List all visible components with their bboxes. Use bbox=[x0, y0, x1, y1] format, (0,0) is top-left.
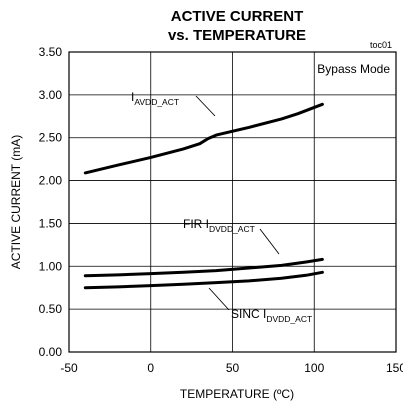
series-label-1: FIR IDVDD_ACT bbox=[183, 217, 255, 234]
series-label-leader bbox=[195, 95, 216, 117]
y-axis-label: ACTIVE CURRENT (mA) bbox=[9, 135, 23, 269]
chart-title: ACTIVE CURRENT bbox=[171, 8, 304, 25]
y-tick-label: 2.00 bbox=[39, 174, 63, 188]
series-line-0 bbox=[83, 102, 324, 175]
series-label-leader bbox=[259, 228, 280, 255]
x-tick-label: 0 bbox=[147, 361, 154, 375]
plot-frame bbox=[68, 51, 397, 353]
y-tick-label: 2.50 bbox=[39, 131, 63, 145]
series-label-0: IAVDD_ACT bbox=[131, 90, 179, 107]
y-tick-label: 0.00 bbox=[39, 345, 63, 359]
figure-code: toc01 bbox=[370, 40, 392, 50]
y-tick-label: 0.50 bbox=[39, 302, 63, 316]
tick-labels: -50 0 50 100 150 0.00 0.50 1.00 1.50 2.00 2.50 3.00… bbox=[39, 45, 403, 375]
y-tick-label: 1.00 bbox=[39, 259, 63, 273]
annotations: IAVDD_ACT FIR IDVDD_ACT SINC IDVDD_ACT bbox=[131, 90, 312, 324]
x-tick-label: 50 bbox=[226, 361, 240, 375]
y-tick-label: 3.00 bbox=[39, 88, 63, 102]
series-label-leader bbox=[208, 287, 230, 311]
series-line-1 bbox=[83, 257, 324, 278]
mode-note: Bypass Mode bbox=[317, 62, 390, 76]
y-tick-label: 3.50 bbox=[39, 45, 63, 59]
x-tick-label: -50 bbox=[60, 361, 78, 375]
x-axis-label: TEMPERATURE (ºC) bbox=[180, 387, 294, 401]
series-line-2 bbox=[83, 270, 324, 290]
y-tick-label: 1.50 bbox=[39, 216, 63, 230]
x-tick-label: 150 bbox=[386, 361, 403, 375]
chart-subtitle: vs. TEMPERATURE bbox=[168, 27, 306, 44]
series-label-2: SINC IDVDD_ACT bbox=[231, 307, 312, 324]
x-tick-label: 100 bbox=[304, 361, 324, 375]
series-lines bbox=[83, 102, 324, 290]
